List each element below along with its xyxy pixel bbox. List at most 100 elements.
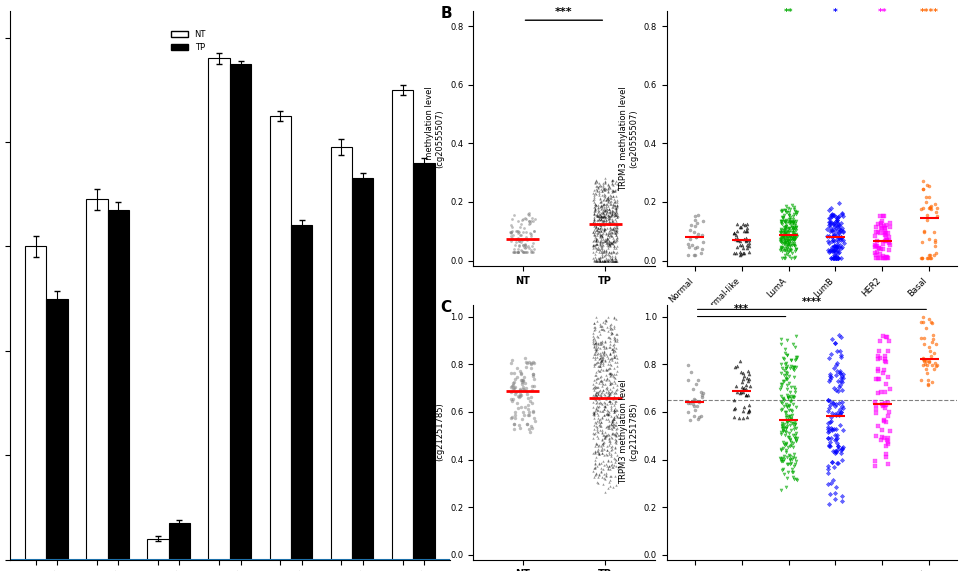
Point [521,216,537,226]
Point [928,207,944,216]
Point [587,456,602,465]
Point [773,235,788,244]
Point [598,214,613,223]
Point [785,452,801,461]
Point [734,377,749,387]
Point [593,219,608,228]
Point [778,215,794,224]
Point [605,420,621,429]
Point [586,420,601,429]
Point [830,387,845,396]
Point [610,464,626,473]
Point [593,223,608,232]
Point [920,380,935,389]
Point [775,404,790,413]
Point [593,357,608,366]
Bar [25,246,46,560]
Point [588,176,603,186]
Point [593,221,608,230]
Point [869,241,885,250]
Point [513,368,529,377]
Point [881,408,896,417]
Point [784,235,800,244]
Point [785,442,801,451]
Point [587,233,602,242]
Point [589,440,604,449]
Point [784,201,800,210]
Point [828,222,843,231]
Point [689,380,704,389]
Point [606,236,622,246]
Point [515,228,531,237]
Point [826,253,841,262]
Point [602,230,618,239]
Point [601,208,616,217]
Point [601,353,616,362]
Point [602,350,618,359]
Point [593,256,608,265]
Point [786,204,802,214]
Point [879,441,894,450]
Point [599,471,614,480]
Point [830,243,845,252]
Point [601,462,617,471]
Point [691,413,707,422]
Point [776,226,791,235]
Point [591,471,606,480]
Point [586,385,601,394]
Text: **: ** [877,9,887,17]
Point [683,368,698,377]
Point [786,467,802,476]
Point [777,440,792,449]
Point [591,210,606,219]
Point [922,357,937,367]
Point [598,207,613,216]
Point [783,413,799,422]
Point [605,347,621,356]
Point [607,472,623,481]
Point [776,426,791,435]
Point [599,247,614,256]
Point [774,465,789,474]
Point [585,241,601,250]
Point [512,231,527,240]
Point [742,369,757,379]
Point [602,368,618,377]
Point [608,206,624,215]
Point [527,214,542,223]
Point [589,186,604,195]
Point [878,332,894,341]
Point [588,405,603,414]
Point [599,459,614,468]
Point [781,239,797,248]
Point [508,227,523,236]
Point [607,352,623,361]
Point [779,403,795,412]
Point [588,231,603,240]
Point [786,210,802,219]
Point [605,186,621,195]
Point [822,213,837,222]
Point [595,356,610,365]
Point [596,473,611,482]
Bar [86,199,107,560]
Point [773,244,788,253]
Point [604,225,620,234]
Point [592,221,607,230]
Point [609,424,625,433]
Point [588,337,603,347]
Point [776,231,791,240]
Point [596,405,611,414]
Point [606,242,622,251]
Point [510,227,525,236]
Point [608,427,624,436]
Point [785,219,801,228]
Point [870,365,886,374]
Point [608,256,624,265]
Point [592,198,607,207]
Point [782,212,798,221]
Point [829,371,844,380]
Point [586,228,601,237]
Point [778,208,794,217]
Point [738,390,753,399]
